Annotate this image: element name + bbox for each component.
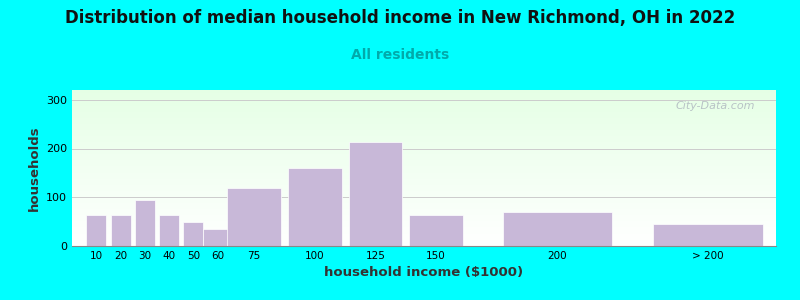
Bar	[409, 215, 463, 246]
Y-axis label: households: households	[27, 125, 41, 211]
Bar	[227, 188, 281, 246]
Bar	[203, 229, 233, 246]
X-axis label: household income ($1000): household income ($1000)	[325, 266, 523, 279]
Text: City-Data.com: City-Data.com	[675, 101, 755, 111]
Bar	[288, 168, 342, 246]
Text: Distribution of median household income in New Richmond, OH in 2022: Distribution of median household income …	[65, 9, 735, 27]
Bar	[110, 215, 130, 246]
Bar	[86, 215, 106, 246]
Bar	[159, 215, 179, 246]
Bar	[502, 212, 612, 246]
Text: All residents: All residents	[351, 48, 449, 62]
Bar	[183, 222, 203, 246]
Bar	[349, 142, 402, 246]
Bar	[653, 224, 763, 246]
Bar	[135, 200, 154, 246]
